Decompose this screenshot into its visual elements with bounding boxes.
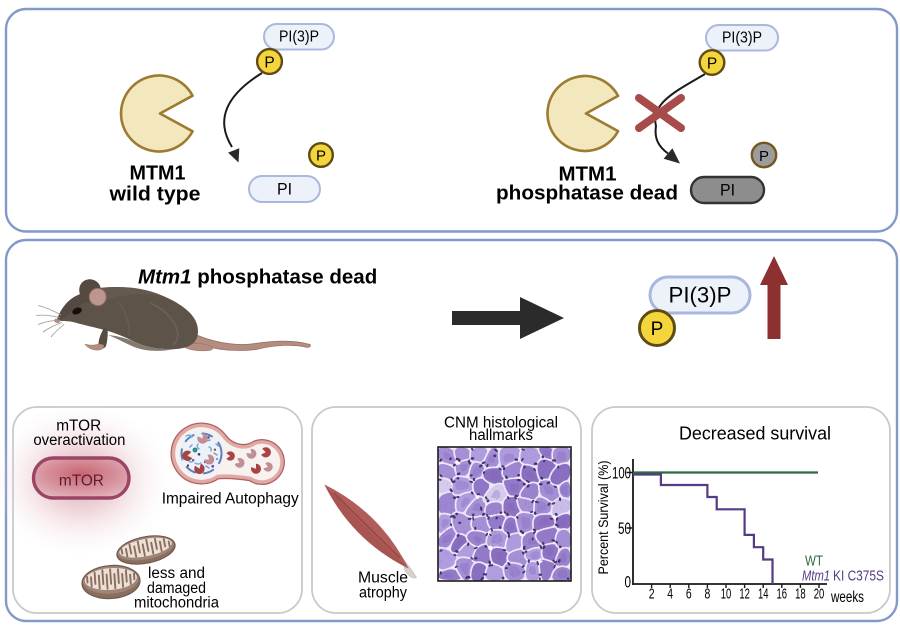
svg-text:10: 10 [721, 586, 732, 603]
svg-text:damaged: damaged [147, 580, 206, 597]
svg-text:P: P [707, 55, 717, 72]
svg-text:PI(3)P: PI(3)P [669, 283, 732, 308]
svg-text:wild type: wild type [108, 183, 200, 206]
svg-text:atrophy: atrophy [359, 585, 407, 602]
svg-text:MTM1: MTM1 [130, 162, 186, 185]
svg-text:PI: PI [720, 182, 735, 200]
svg-text:8: 8 [705, 586, 711, 603]
svg-text:Muscle: Muscle [358, 570, 408, 587]
svg-text:6: 6 [686, 586, 692, 603]
svg-text:12: 12 [739, 586, 750, 603]
svg-text:0: 0 [625, 573, 632, 592]
svg-text:Impaired Autophagy: Impaired Autophagy [162, 490, 299, 507]
svg-text:KI C375S: KI C375S [833, 568, 884, 585]
svg-text:P: P [651, 319, 664, 340]
svg-text:50: 50 [618, 519, 631, 538]
svg-text:weeks: weeks [830, 589, 864, 606]
svg-text:PI(3)P: PI(3)P [722, 30, 762, 47]
svg-text:less and: less and [148, 565, 205, 582]
svg-text:mitochondria: mitochondria [134, 595, 219, 612]
svg-text:Mtm1: Mtm1 [802, 568, 830, 585]
svg-text:mTOR: mTOR [59, 472, 104, 489]
svg-text:mTOR: mTOR [56, 418, 101, 435]
svg-text:Decreased survival: Decreased survival [679, 423, 831, 444]
svg-text:Percent Survival (%): Percent Survival (%) [595, 461, 611, 575]
svg-text:MTM1: MTM1 [559, 163, 617, 186]
svg-text:18: 18 [795, 586, 806, 603]
svg-text:14: 14 [758, 586, 769, 603]
svg-text:P: P [316, 148, 326, 165]
svg-text:16: 16 [777, 586, 788, 603]
svg-text:100: 100 [612, 464, 631, 483]
svg-text:20: 20 [814, 586, 825, 603]
svg-text:PI: PI [277, 181, 292, 199]
svg-text:4: 4 [667, 586, 673, 603]
svg-text:WT: WT [805, 553, 823, 570]
svg-text:2: 2 [649, 586, 655, 603]
svg-text:PI(3)P: PI(3)P [279, 29, 319, 46]
svg-text:overactivation: overactivation [33, 432, 125, 449]
svg-text:P: P [759, 148, 769, 165]
svg-text:P: P [264, 54, 274, 71]
svg-text:CNM histological: CNM histological [444, 415, 558, 432]
svg-text:Mtm1 phosphatase dead: Mtm1 phosphatase dead [138, 266, 377, 289]
svg-text:hallmarks: hallmarks [469, 427, 533, 444]
svg-text:phosphatase dead: phosphatase dead [496, 182, 678, 205]
